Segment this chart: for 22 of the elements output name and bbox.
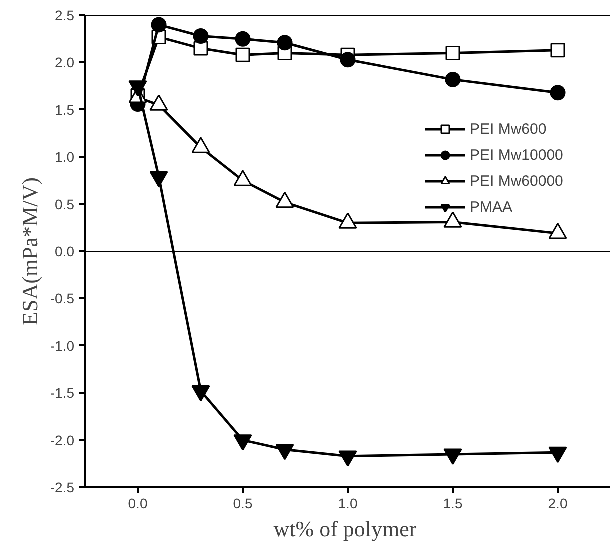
legend-label: PEI Mw60000: [470, 172, 564, 190]
y-tick-label: 0.0: [55, 244, 75, 260]
y-tick-label: -2.0: [50, 432, 75, 448]
legend-label: PEI Mw10000: [470, 146, 564, 164]
x-tick-label: 2.0: [548, 496, 568, 512]
x-tick-label: 1.5: [443, 496, 463, 512]
x-axis-title: wt% of polymer: [274, 516, 418, 542]
y-tick-label: 2.0: [55, 54, 75, 71]
x-tick-label: 1.0: [338, 496, 358, 512]
y-tick-label: 1.0: [55, 149, 75, 166]
y-tick-label: 2.5: [55, 8, 75, 24]
y-tick-label: -2.5: [50, 480, 75, 496]
y-tick-label: -0.5: [50, 290, 75, 307]
x-tick-label: 0.0: [128, 496, 148, 512]
y-axis-title: ESA(mPa*M/V): [17, 178, 42, 326]
y-tick-label: -1.0: [50, 338, 75, 354]
legend-label: PEI Mw600: [470, 120, 547, 138]
legend-label: PMAA: [470, 198, 513, 216]
y-tick-label: 1.5: [55, 102, 75, 118]
y-tick-label: 0.5: [55, 196, 75, 212]
x-tick-label: 0.5: [233, 496, 253, 512]
y-tick-label: -1.5: [50, 385, 75, 402]
